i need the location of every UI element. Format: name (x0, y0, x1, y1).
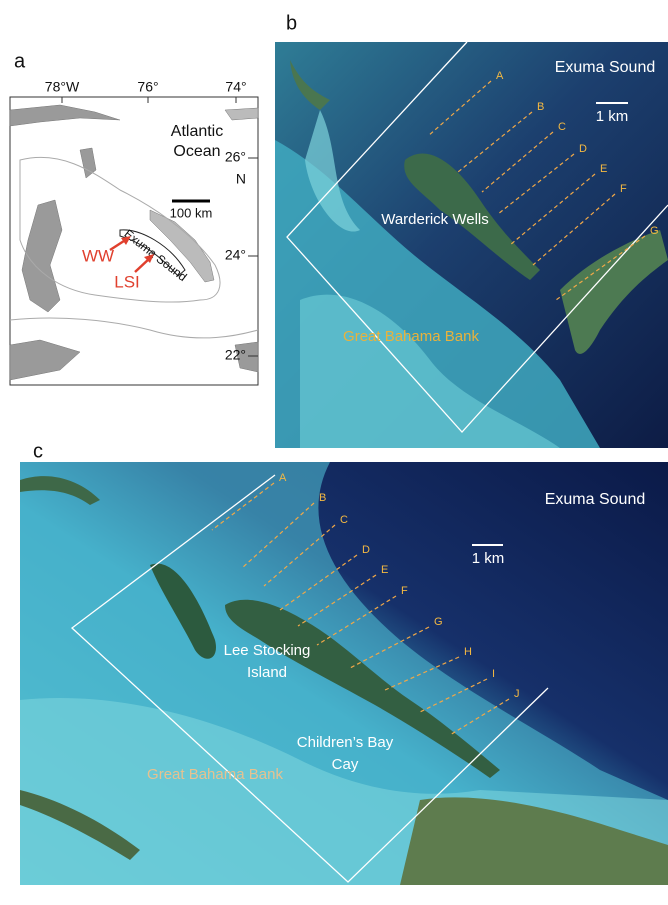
scale-label: 1 km (472, 550, 505, 567)
panel-label: a (14, 50, 26, 72)
transect-label: D (579, 143, 587, 155)
transect-line (241, 502, 315, 569)
panel-a: a 26°N24°22° 100 km Atlantic Ocean Exuma… (9, 50, 259, 386)
transect-label: J (514, 688, 520, 700)
panel-label: b (286, 12, 297, 34)
panel-label: c (33, 440, 43, 462)
lon-label: 78°W (45, 79, 80, 95)
transect-line (263, 524, 336, 587)
lat-label: N (236, 171, 246, 187)
bank-label: Great Bahama Bank (147, 766, 283, 783)
transect-line (297, 574, 377, 627)
transect-label: C (340, 514, 348, 526)
bank-label: Great Bahama Bank (343, 328, 479, 345)
transect-line (497, 153, 575, 215)
place-label: Children’s Bay (297, 734, 394, 751)
site-arrowhead (144, 254, 154, 263)
transect-line (481, 131, 554, 193)
scale-label: 1 km (596, 108, 629, 125)
transect-line (509, 173, 596, 246)
transect-label: F (620, 183, 627, 195)
transect-label: H (464, 646, 472, 658)
transect-line (211, 482, 275, 531)
transect-line (555, 235, 646, 301)
satellite-image (20, 462, 668, 885)
panel-b: b A B C D E F G Exuma Sound 1 km Warderick Wel… (275, 12, 668, 448)
transect-label: G (650, 225, 659, 237)
transect-label: A (279, 472, 287, 484)
lon-label: 74° (225, 79, 246, 95)
transect-line (457, 111, 533, 173)
panel-c: c A B C DE F G H I J Exuma Sound 1 km Lee Stocki… (20, 440, 668, 885)
transect-line (449, 698, 510, 736)
land (9, 104, 259, 381)
transect-line (349, 626, 430, 669)
lat-label: 26° (225, 149, 246, 165)
place-label: Lee Stocking (224, 642, 311, 659)
scale-label: 100 km (170, 205, 213, 220)
place-label: Cay (332, 756, 359, 773)
site-arrowhead (121, 236, 131, 245)
lat-label: 22° (225, 347, 246, 363)
satellite-image (275, 42, 668, 448)
place-label: Warderick Wells (381, 211, 489, 228)
transect-label: B (319, 492, 326, 504)
transect-label: I (492, 668, 495, 680)
study-area-outline (70, 474, 549, 883)
lon-label: 76° (137, 79, 158, 95)
ocean-label: Ocean (173, 143, 220, 160)
transects: A B C DE F G H I J (211, 472, 520, 736)
bank-edge (9, 156, 259, 339)
transect-label: B (537, 101, 544, 113)
lat-label: 24° (225, 247, 246, 263)
transect-line (419, 678, 488, 713)
transect-label: A (496, 70, 504, 82)
transect-line (279, 554, 358, 611)
transect-label: C (558, 121, 566, 133)
sound-label: Exuma Sound (555, 59, 656, 76)
transect-label: G (434, 616, 443, 628)
place-label: Island (247, 664, 287, 681)
site-label: WW (82, 246, 114, 265)
transects: A B C D E F G (427, 70, 659, 301)
sound-label: Exuma Sound (545, 491, 646, 508)
transect-label: D (362, 544, 370, 556)
ocean-label: Atlantic (171, 123, 223, 140)
lat-ticks: 26° N 24° 22° (225, 149, 258, 363)
transect-line (316, 595, 397, 646)
study-area-outline (286, 41, 668, 433)
transect-label: E (600, 163, 607, 175)
site-label: LSI (114, 272, 140, 291)
transect-label: F (401, 585, 408, 597)
transect-label: E (381, 564, 388, 576)
